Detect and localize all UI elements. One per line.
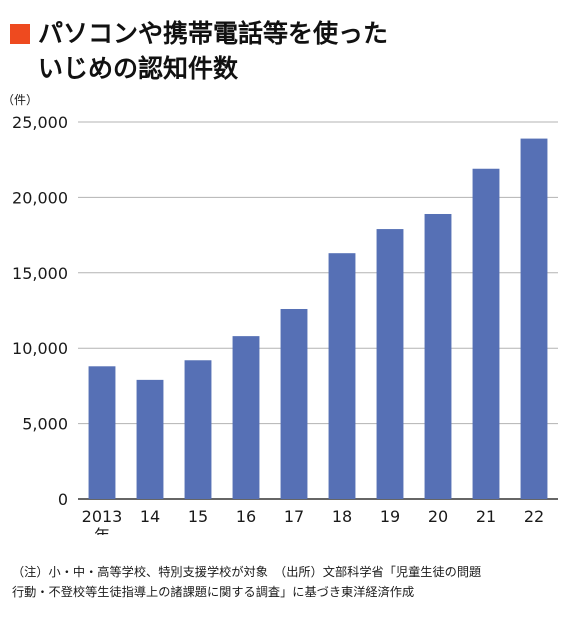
bar [424,213,452,499]
bar-chart-svg: （件） 0 5,000 10,000 15,000 20,000 25,000 2013年… [2,93,558,535]
y-axis-unit-label: （件） [2,93,38,107]
y-tick-label: 0 [58,490,68,509]
y-tick-label: 15,000 [12,264,68,283]
y-tick-label: 20,000 [12,188,68,207]
footnote: （注）小・中・高等学校、特別支援学校が対象 （出所）文部科学省「児童生徒の問題 … [12,562,560,602]
title-marker [10,24,30,44]
y-tick-label: 10,000 [12,339,68,358]
bar [328,253,356,499]
bars [88,138,548,500]
y-tick-label: 25,000 [12,113,68,132]
chart-title-line-1: パソコンや携帯電話等を使った [38,19,389,48]
footnote-line-2: 行動・不登校等生徒指導上の諸課題に関する調査」に基づき東洋経済作成 [12,585,415,599]
x-tick-year-suffix: 年 [94,526,110,535]
x-tick-label: 20 [428,507,448,526]
bar [280,308,308,499]
x-tick-label: 16 [236,507,256,526]
x-tick-label: 15 [188,507,208,526]
footnote-line-1: （注）小・中・高等学校、特別支援学校が対象 （出所）文部科学省「児童生徒の問題 [12,565,482,579]
x-tick-label: 18 [332,507,352,526]
x-tick-label: 22 [524,507,544,526]
bar [520,138,548,499]
bar [184,360,212,499]
x-tick-label: 21 [476,507,496,526]
bar-chart: （件） 0 5,000 10,000 15,000 20,000 25,000 2013年… [0,85,570,535]
x-axis-ticks: 2013年 14 15 16 17 18 19 20 21 22 [82,507,545,535]
y-axis-ticks: 0 5,000 10,000 15,000 20,000 25,000 [12,113,68,509]
bar [472,168,500,500]
x-tick-label: 19 [380,507,400,526]
chart-title-line-2: いじめの認知件数 [38,54,239,83]
bar [232,336,260,499]
x-tick-label: 14 [140,507,160,526]
x-tick-label: 17 [284,507,304,526]
bar [376,229,404,499]
y-tick-label: 5,000 [22,415,68,434]
bar [136,379,164,499]
bar [88,366,116,499]
x-tick-label: 2013 [82,507,123,526]
